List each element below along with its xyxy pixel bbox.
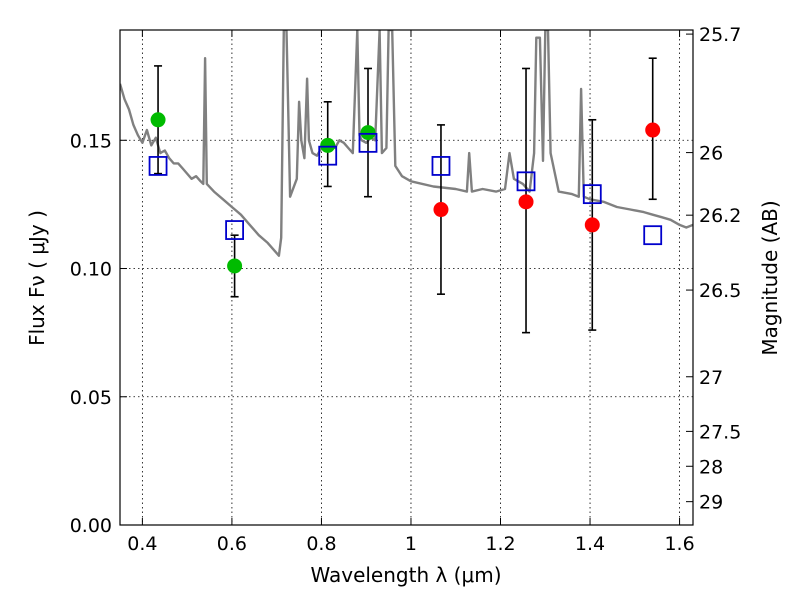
model-square-marker	[643, 225, 663, 246]
x-tick-label: 1.6	[664, 533, 694, 555]
x-tick-label: 0.6	[217, 533, 247, 555]
model-square-marker	[225, 220, 245, 240]
y-tick-label: 0.05	[70, 387, 112, 409]
model-square-marker	[431, 156, 451, 176]
x-tick-label: 1.4	[575, 533, 605, 555]
model-square-marker	[582, 184, 602, 205]
x-axis-label: Wavelength λ (μm)	[310, 563, 501, 587]
observed-point	[518, 194, 534, 210]
observed-point	[150, 112, 166, 128]
x-tick-label: 1	[405, 533, 417, 555]
x-tick-label: 0.8	[306, 533, 336, 555]
y2-tick-label: 25.7	[699, 24, 741, 46]
observed-point	[360, 125, 376, 141]
model-square-marker	[516, 171, 536, 192]
model-square-marker	[318, 145, 338, 166]
model-square-marker	[358, 132, 378, 153]
y-tick-label: 0.15	[70, 130, 112, 152]
y2-tick-label: 28	[699, 456, 723, 478]
data-points	[148, 112, 663, 274]
y2-tick-label: 26.5	[699, 280, 741, 302]
y2-tick-label: 29	[699, 492, 723, 514]
y2-tick-label: 26	[699, 143, 723, 165]
observed-point	[645, 122, 661, 138]
model-square-marker	[148, 156, 168, 176]
x-tick-label: 0.4	[127, 533, 157, 555]
x-tick-label: 1.2	[485, 533, 515, 555]
grid	[120, 30, 693, 526]
plot-frame	[119, 29, 694, 526]
y2-tick-label: 26.2	[699, 205, 741, 227]
ticks: 0.4 0.6 0.8 1 1.2 1.4 1.6 0.00 0.05 0.10 0.15 25.7 2…	[70, 24, 742, 555]
y-tick-label: 0.00	[70, 515, 112, 537]
observed-point	[584, 217, 600, 233]
observed-point	[227, 258, 243, 274]
observed-point	[320, 137, 336, 153]
observed-point	[433, 202, 449, 218]
y-axis-label: Flux Fν ( μJy )	[25, 210, 49, 346]
y2-tick-label: 27	[699, 367, 723, 389]
y-tick-label: 0.10	[70, 259, 112, 281]
sed-line	[120, 30, 693, 257]
sed-layer	[120, 30, 693, 257]
y2-tick-label: 27.5	[699, 421, 741, 443]
y2-axis-label: Magnitude (AB)	[758, 200, 782, 355]
